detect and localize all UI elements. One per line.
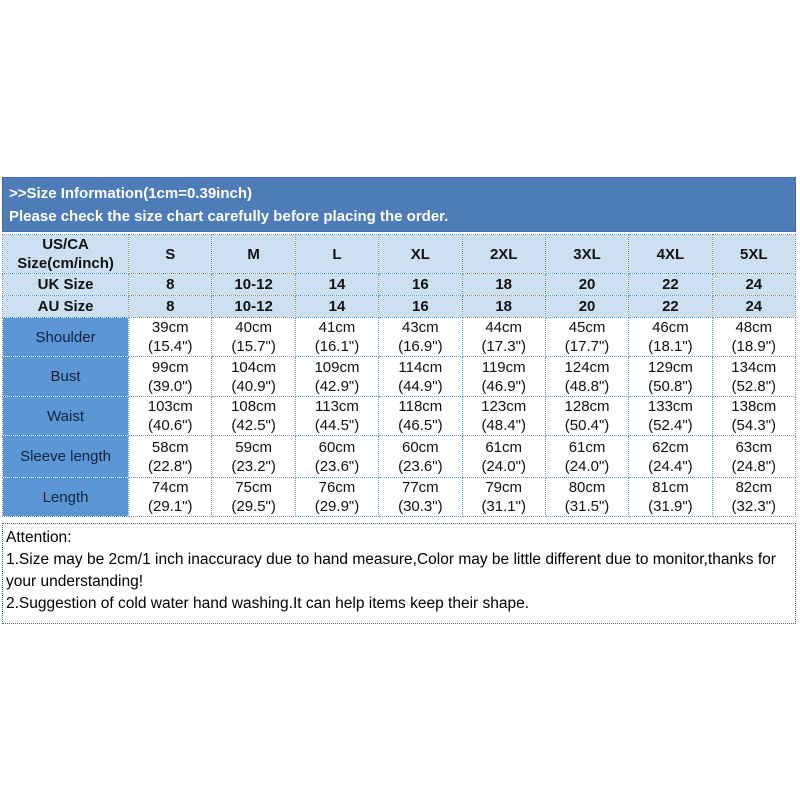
cell-bust-s: 99cm (39.0") (128, 356, 213, 397)
cell-uk-l: 14 (294, 273, 380, 296)
au-size-row: AU Size 8 10-12 14 16 18 20 22 24 (1, 295, 797, 318)
bust-row-label: Bust (1, 356, 130, 397)
size-header-4xl: 4XL (628, 234, 713, 274)
size-header-row: US/CA Size(cm/inch) S M L XL 2XL 3XL 4XL… (1, 234, 797, 274)
cell-shoulder-s: 39cm (15.4") (128, 317, 213, 357)
cell-length-3xl: 80cm (31.5") (544, 477, 630, 517)
cell-uk-xl: 16 (378, 273, 463, 296)
cell-length-2xl: 79cm (31.1") (461, 477, 546, 517)
cell-waist-m: 108cm (42.5") (211, 396, 296, 436)
cell-au-xl: 16 (378, 295, 463, 318)
cell-length-l: 76cm (29.9") (294, 477, 380, 517)
size-header-m: M (211, 234, 296, 274)
sleeve-length-row-label: Sleeve length (1, 435, 130, 478)
cell-shoulder-2xl: 44cm (17.3") (461, 317, 546, 357)
cell-length-m: 75cm (29.5") (211, 477, 296, 517)
au-size-label: AU Size (1, 295, 130, 318)
cell-sleeve-l: 60cm (23.6") (294, 435, 380, 478)
cell-sleeve-m: 59cm (23.2") (211, 435, 296, 478)
bust-row: Bust 99cm (39.0") 104cm (40.9") 109cm (4… (1, 356, 797, 397)
cell-uk-m: 10-12 (211, 273, 296, 296)
cell-uk-3xl: 20 (544, 273, 630, 296)
attention-item-1: 1.Size may be 2cm/1 inch inaccuracy due … (6, 551, 776, 590)
cell-au-s: 8 (128, 295, 213, 318)
banner-subtitle: Please check the size chart carefully be… (9, 208, 449, 225)
cell-shoulder-xl: 43cm (16.9") (378, 317, 463, 357)
cell-shoulder-l: 41cm (16.1") (294, 317, 380, 357)
cell-waist-5xl: 138cm (54.3") (711, 396, 797, 436)
uk-size-label: UK Size (1, 273, 130, 296)
corner-header-cell: US/CA Size(cm/inch) (1, 234, 130, 274)
cell-sleeve-2xl: 61cm (24.0") (461, 435, 546, 478)
cell-sleeve-s: 58cm (22.8") (128, 435, 213, 478)
cell-au-4xl: 22 (628, 295, 713, 318)
cell-uk-5xl: 24 (711, 273, 797, 296)
size-header-s: S (128, 234, 213, 274)
banner-title: >>Size Information(1cm=0.39inch) (9, 185, 252, 202)
length-row: Length 74cm (29.1") 75cm (29.5") 76cm (2… (1, 477, 797, 517)
cell-waist-xl: 118cm (46.5") (378, 396, 463, 436)
cell-waist-3xl: 128cm (50.4") (544, 396, 630, 436)
cell-uk-2xl: 18 (461, 273, 546, 296)
cell-bust-xl: 114cm (44.9") (378, 356, 463, 397)
cell-length-xl: 77cm (30.3") (378, 477, 463, 517)
size-header-xl: XL (378, 234, 463, 274)
size-header-5xl: 5XL (711, 234, 797, 274)
attention-title: Attention: (6, 529, 72, 546)
cell-length-5xl: 82cm (32.3") (711, 477, 797, 517)
cell-waist-4xl: 133cm (52.4") (628, 396, 713, 436)
length-row-label: Length (1, 477, 130, 517)
cell-waist-s: 103cm (40.6") (128, 396, 213, 436)
cell-sleeve-5xl: 63cm (24.8") (711, 435, 797, 478)
size-chart-table: US/CA Size(cm/inch) S M L XL 2XL 3XL 4XL… (1, 234, 797, 517)
cell-bust-4xl: 129cm (50.8") (628, 356, 713, 397)
uk-size-row: UK Size 8 10-12 14 16 18 20 22 24 (1, 273, 797, 296)
cell-bust-5xl: 134cm (52.8") (711, 356, 797, 397)
cell-bust-3xl: 124cm (48.8") (544, 356, 630, 397)
cell-waist-l: 113cm (44.5") (294, 396, 380, 436)
cell-au-m: 10-12 (211, 295, 296, 318)
size-info-banner: >>Size Information(1cm=0.39inch) Please … (2, 177, 796, 232)
cell-shoulder-3xl: 45cm (17.7") (544, 317, 630, 357)
cell-au-2xl: 18 (461, 295, 546, 318)
attention-item-2: 2.Suggestion of cold water hand washing.… (6, 595, 530, 612)
cell-shoulder-m: 40cm (15.7") (211, 317, 296, 357)
cell-au-5xl: 24 (711, 295, 797, 318)
size-information-sheet: >>Size Information(1cm=0.39inch) Please … (1, 177, 797, 624)
size-header-l: L (294, 234, 380, 274)
cell-bust-l: 109cm (42.9") (294, 356, 380, 397)
cell-shoulder-4xl: 46cm (18.1") (628, 317, 713, 357)
cell-shoulder-5xl: 48cm (18.9") (711, 317, 797, 357)
shoulder-row-label: Shoulder (1, 317, 130, 357)
cell-sleeve-3xl: 61cm (24.0") (544, 435, 630, 478)
cell-au-l: 14 (294, 295, 380, 318)
size-header-3xl: 3XL (544, 234, 630, 274)
size-header-2xl: 2XL (461, 234, 546, 274)
sleeve-length-row: Sleeve length 58cm (22.8") 59cm (23.2") … (1, 435, 797, 478)
waist-row-label: Waist (1, 396, 130, 436)
shoulder-row: Shoulder 39cm (15.4") 40cm (15.7") 41cm … (1, 317, 797, 357)
cell-uk-s: 8 (128, 273, 213, 296)
cell-au-3xl: 20 (544, 295, 630, 318)
waist-row: Waist 103cm (40.6") 108cm (42.5") 113cm … (1, 396, 797, 436)
cell-bust-2xl: 119cm (46.9") (461, 356, 546, 397)
cell-uk-4xl: 22 (628, 273, 713, 296)
cell-length-s: 74cm (29.1") (128, 477, 213, 517)
cell-bust-m: 104cm (40.9") (211, 356, 296, 397)
cell-length-4xl: 81cm (31.9") (628, 477, 713, 517)
attention-note: Attention: 1.Size may be 2cm/1 inch inac… (2, 523, 796, 624)
cell-sleeve-xl: 60cm (23.6") (378, 435, 463, 478)
cell-waist-2xl: 123cm (48.4") (461, 396, 546, 436)
cell-sleeve-4xl: 62cm (24.4") (628, 435, 713, 478)
